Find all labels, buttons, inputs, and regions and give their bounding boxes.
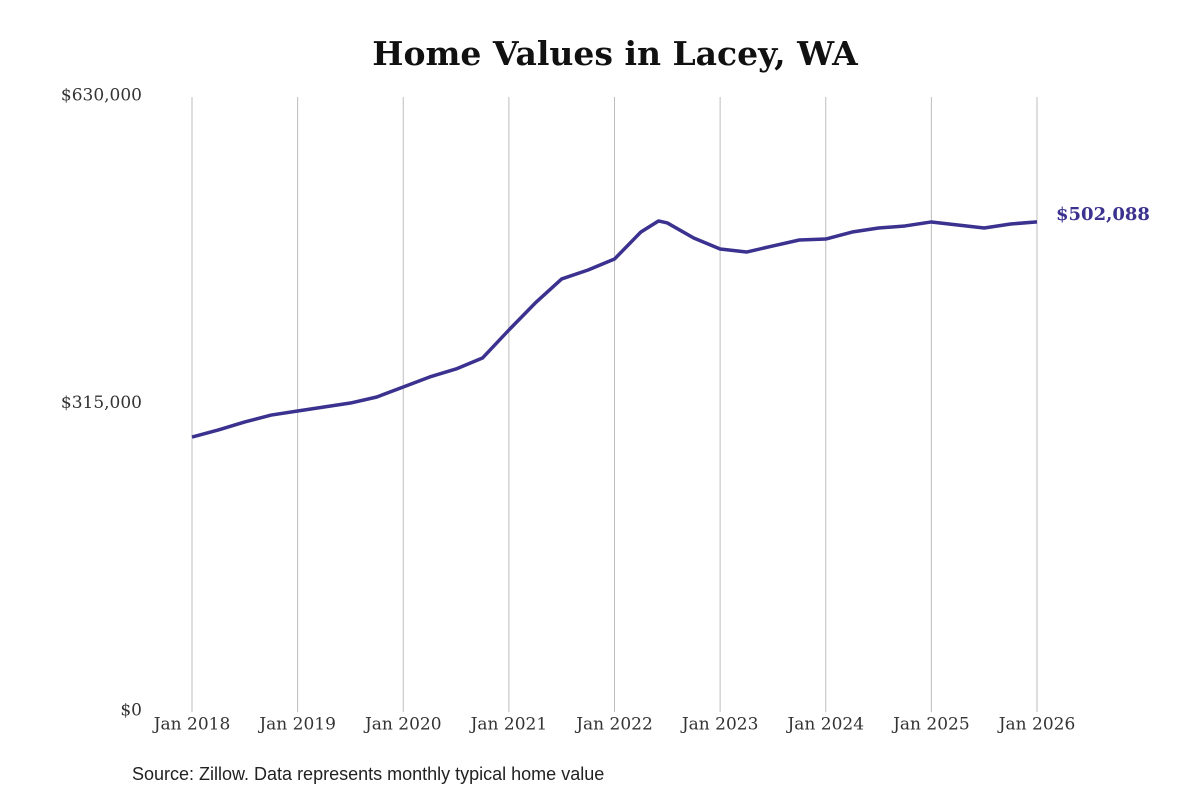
y-tick-label: $315,000	[61, 393, 142, 413]
y-tick-label: $0	[120, 701, 142, 721]
chart-title: Home Values in Lacey, WA	[372, 34, 858, 73]
x-tick-label: Jan 2021	[469, 715, 548, 735]
x-tick-label: Jan 2024	[785, 715, 864, 735]
x-tick-label: Jan 2026	[997, 715, 1076, 735]
x-tick-label: Jan 2023	[680, 715, 759, 735]
source-note: Source: Zillow. Data represents monthly …	[132, 764, 604, 784]
x-tick-label: Jan 2020	[363, 715, 442, 735]
line	[191, 219, 1038, 439]
x-tick-label: Jan 2022	[574, 715, 653, 735]
x-tick-label: Jan 2018	[152, 715, 231, 735]
x-tick-label: Jan 2025	[891, 715, 970, 735]
x-tick-label: Jan 2019	[257, 715, 336, 735]
value-label: $502,088	[1056, 204, 1150, 225]
y-tick-label: $630,000	[61, 86, 142, 106]
